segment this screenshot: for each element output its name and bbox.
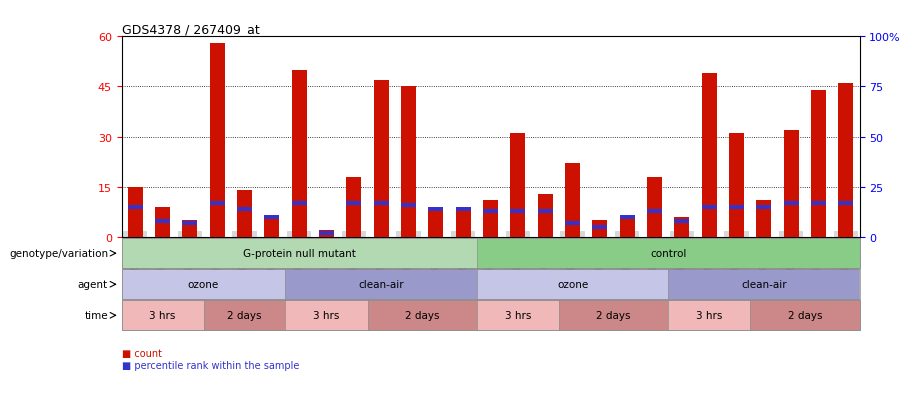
Bar [565, 164, 580, 237]
Text: 2 days: 2 days [788, 311, 822, 320]
Bar [346, 178, 362, 237]
Text: ozone: ozone [188, 280, 219, 290]
Bar [319, 231, 334, 237]
Bar [483, 210, 498, 213]
Bar [811, 202, 826, 205]
Bar [210, 44, 225, 237]
Bar [265, 218, 279, 237]
Bar [183, 222, 197, 225]
Bar [428, 208, 444, 211]
Bar [784, 131, 798, 237]
Text: ■ percentile rank within the sample: ■ percentile rank within the sample [122, 361, 299, 370]
Bar [620, 216, 634, 219]
Bar [292, 202, 307, 205]
Bar [155, 220, 170, 223]
Bar [292, 71, 307, 237]
Bar [838, 84, 853, 237]
Text: control: control [650, 249, 687, 259]
Bar [702, 206, 716, 209]
Bar [401, 87, 416, 237]
Bar [674, 218, 689, 237]
Text: 3 hrs: 3 hrs [505, 311, 531, 320]
Bar [128, 206, 143, 209]
Bar [455, 208, 471, 211]
Bar [237, 208, 252, 211]
Bar [128, 188, 143, 237]
Bar [592, 226, 608, 229]
Text: 2 days: 2 days [596, 311, 631, 320]
Bar [674, 220, 689, 223]
Bar [428, 207, 444, 237]
Bar [729, 134, 744, 237]
Bar [811, 90, 826, 237]
Text: GDS4378 / 267409_at: GDS4378 / 267409_at [122, 23, 259, 36]
Bar [346, 202, 362, 205]
Text: clean-air: clean-air [358, 280, 404, 290]
Bar [647, 210, 662, 213]
Text: clean-air: clean-air [741, 280, 787, 290]
Text: 2 days: 2 days [227, 311, 262, 320]
Text: time: time [85, 311, 108, 320]
Text: agent: agent [78, 280, 108, 290]
Text: 3 hrs: 3 hrs [313, 311, 339, 320]
Text: 3 hrs: 3 hrs [696, 311, 723, 320]
Bar [756, 206, 771, 209]
Bar [510, 134, 526, 237]
Bar [620, 218, 634, 237]
Bar [155, 207, 170, 237]
Bar [510, 210, 526, 213]
Bar [401, 204, 416, 207]
Bar [237, 191, 252, 237]
Text: ■ count: ■ count [122, 348, 161, 358]
Bar [784, 202, 798, 205]
Bar [537, 194, 553, 237]
Bar [565, 222, 580, 225]
Bar [374, 81, 389, 237]
Bar [756, 201, 771, 237]
Bar [838, 202, 853, 205]
Text: genotype/variation: genotype/variation [9, 249, 108, 259]
Bar [210, 202, 225, 205]
Bar [537, 210, 553, 213]
Bar [319, 232, 334, 235]
Bar [265, 216, 279, 219]
Bar [183, 221, 197, 237]
Text: 2 days: 2 days [405, 311, 439, 320]
Bar [455, 207, 471, 237]
Bar [702, 74, 716, 237]
Text: G-protein null mutant: G-protein null mutant [243, 249, 356, 259]
Bar [483, 201, 498, 237]
Bar [647, 178, 662, 237]
Bar [729, 206, 744, 209]
Text: 3 hrs: 3 hrs [149, 311, 176, 320]
Bar [592, 221, 608, 237]
Text: ozone: ozone [557, 280, 588, 290]
Bar [374, 202, 389, 205]
